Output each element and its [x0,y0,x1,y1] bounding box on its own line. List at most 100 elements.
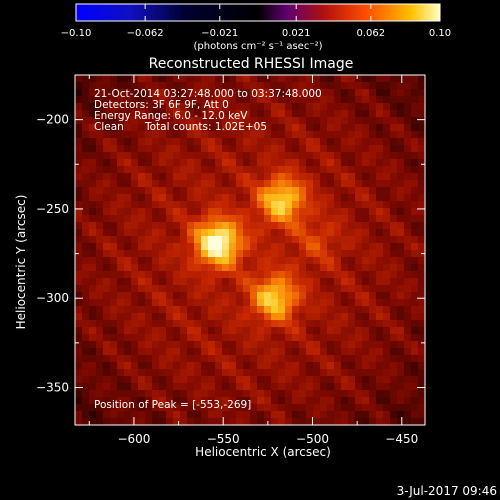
heatmap-cell [306,166,314,174]
heatmap-cell [222,320,230,328]
heatmap-cell [278,250,286,258]
heatmap-cell [131,334,139,342]
heatmap-cell [292,355,300,363]
heatmap-cell [376,411,384,419]
heatmap-cell [194,383,202,391]
heatmap-cell [418,355,426,363]
heatmap-cell [243,187,251,195]
heatmap-cell [82,362,90,370]
heatmap-cell [145,313,153,321]
heatmap-cell [278,369,286,377]
heatmap-cell [278,362,286,370]
heatmap-cell [243,404,251,412]
heatmap-cell [397,222,405,230]
heatmap-cell [383,96,391,104]
heatmap-cell [187,299,195,307]
heatmap-cell [187,166,195,174]
heatmap-cell [180,117,188,125]
heatmap-cell [89,334,97,342]
heatmap-cell [96,292,104,300]
heatmap-cell [236,334,244,342]
heatmap-cell [306,75,314,83]
heatmap-cell [404,229,412,237]
heatmap-cell [131,180,139,188]
heatmap-cell [250,145,258,153]
heatmap-cell [271,222,279,230]
heatmap-cell [348,138,356,146]
heatmap-cell [369,138,377,146]
heatmap-cell [285,418,293,426]
heatmap-cell [264,320,272,328]
heatmap-cell [376,96,384,104]
heatmap-cell [229,75,237,83]
heatmap-cell [257,418,265,426]
heatmap-cell [103,222,111,230]
heatmap-cell [152,159,160,167]
heatmap-cell [89,222,97,230]
heatmap-cell [369,376,377,384]
heatmap-cell [187,124,195,132]
heatmap-cell [222,257,230,265]
heatmap-cell [383,194,391,202]
heatmap-cell [138,131,146,139]
heatmap-cell [397,166,405,174]
heatmap-cell [411,187,419,195]
heatmap-cell [313,75,321,83]
heatmap-cell [124,369,132,377]
heatmap-cell [397,138,405,146]
heatmap-cell [75,285,83,293]
heatmap-cell [271,117,279,125]
heatmap-cell [292,418,300,426]
heatmap-cell [348,243,356,251]
heatmap-cell [404,124,412,132]
heatmap-cell [390,194,398,202]
heatmap-cell [166,348,174,356]
heatmap-cell [348,131,356,139]
heatmap-cell [250,131,258,139]
heatmap-cell [411,145,419,153]
heatmap-cell [145,138,153,146]
heatmap-cell [334,117,342,125]
heatmap-cell [124,117,132,125]
heatmap-cell [411,208,419,216]
heatmap-cell [222,166,230,174]
heatmap-cell [341,418,349,426]
heatmap-cell [110,159,118,167]
heatmap-cell [355,187,363,195]
heatmap-cell [320,285,328,293]
heatmap-cell [278,418,286,426]
heatmap-cell [75,159,83,167]
heatmap-cell [124,418,132,426]
heatmap-cell [208,103,216,111]
heatmap-cell [383,362,391,370]
heatmap-cell [103,145,111,153]
heatmap-cell [215,383,223,391]
heatmap-cell [383,411,391,419]
heatmap-cell [236,264,244,272]
heatmap-cell [243,327,251,335]
heatmap-cell [222,285,230,293]
heatmap-cell [159,390,167,398]
heatmap-cell [320,257,328,265]
heatmap-cell [82,285,90,293]
heatmap-cell [75,243,83,251]
heatmap-cell [89,103,97,111]
heatmap-cell [376,320,384,328]
heatmap-cell [418,299,426,307]
heatmap-cell [369,250,377,258]
heatmap-cell [173,383,181,391]
heatmap-cell [327,138,335,146]
heatmap-cell [124,110,132,118]
heatmap-cell [201,152,209,160]
heatmap-cell [327,376,335,384]
heatmap-cell [145,201,153,209]
colorbar-tick-label: −0.10 [61,28,92,39]
heatmap-cell [362,383,370,391]
heatmap-cell [250,390,258,398]
heatmap-cell [257,397,265,405]
heatmap-cell [243,257,251,265]
heatmap-cell [327,152,335,160]
heatmap-cell [236,341,244,349]
heatmap-cell [124,250,132,258]
heatmap-cell [341,390,349,398]
